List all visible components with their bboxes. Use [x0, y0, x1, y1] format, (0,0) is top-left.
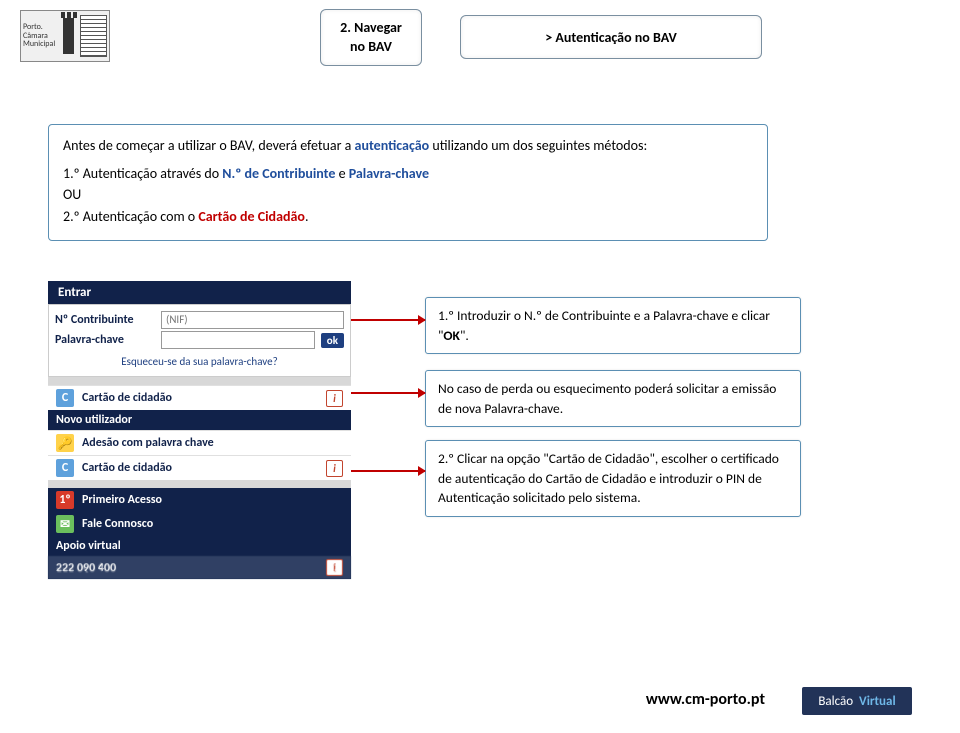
- login-header: Entrar: [48, 281, 351, 304]
- cc-icon-2: C: [56, 459, 74, 477]
- logo-line3: Municipal: [23, 40, 57, 49]
- intro-panel: Antes de começar a utilizar o BAV, dever…: [48, 124, 768, 241]
- balcao-virtual-badge: Balcão Virtual: [802, 687, 912, 715]
- breadcrumb-tag: > Autenticação no BAV: [460, 15, 762, 59]
- ok-button[interactable]: ok: [321, 333, 344, 348]
- info-icon-2[interactable]: i: [326, 460, 343, 477]
- row-novo-utilizador: Novo utilizador: [48, 410, 351, 430]
- intro-opt2: 2.º Autenticação com o Cartão de Cidadão…: [63, 206, 753, 228]
- section-tag: 2. Navegar no BAV: [320, 9, 422, 66]
- login-widget: Entrar Nº Contribuinte (NIF) Palavra-cha…: [48, 281, 351, 602]
- row-apoio-virtual: Apoio virtual: [48, 536, 351, 556]
- callout-forgot: No caso de perda ou esquecimento poderá …: [425, 370, 801, 427]
- option-primeiro-acesso[interactable]: 1º Primeiro Acesso: [48, 488, 351, 512]
- tower-icon: [63, 18, 75, 54]
- callout-step1: 1.º Introduzir o N.º de Contribuinte e a…: [425, 297, 801, 354]
- key-icon: 🔑: [56, 434, 74, 452]
- forgot-link[interactable]: Esqueceu-se da sua palavra-chave?: [55, 351, 344, 370]
- pw-label: Palavra-chave: [55, 333, 155, 347]
- section-tag-l1: 2. Navegar: [340, 19, 402, 37]
- porto-logo: Porto. Câmara Municipal: [20, 10, 110, 62]
- chat-icon: ✉: [56, 515, 74, 533]
- option-adesao-palavra[interactable]: 🔑 Adesão com palavra chave: [48, 430, 351, 455]
- building-icon: [80, 15, 107, 57]
- login-body: Nº Contribuinte (NIF) Palavra-chave ok E…: [48, 304, 351, 377]
- section-tag-l2: no BAV: [340, 38, 402, 56]
- cc-icon: C: [56, 389, 74, 407]
- nif-input[interactable]: (NIF): [161, 311, 344, 329]
- intro-opt1: 1.º Autenticação através do N.º de Contr…: [63, 163, 753, 185]
- option-cartao-cidadao-2[interactable]: C Cartão de cidadão i: [48, 455, 351, 480]
- footer-url: www.cm-porto.pt: [646, 690, 765, 709]
- step1-icon: 1º: [56, 491, 74, 509]
- intro-line1: Antes de começar a utilizar o BAV, dever…: [63, 135, 753, 157]
- nif-label: Nº Contribuinte: [55, 313, 155, 327]
- intro-or: OU: [63, 184, 753, 206]
- pw-input[interactable]: [161, 331, 315, 349]
- option-fale-connosco[interactable]: ✉ Fale Connosco: [48, 512, 351, 536]
- option-cartao-cidadao[interactable]: C Cartão de cidadão i: [48, 385, 351, 410]
- breadcrumb-text: > Autenticação no BAV: [545, 29, 676, 46]
- info-icon[interactable]: i: [326, 390, 343, 407]
- logo-text: Porto. Câmara Municipal: [23, 23, 57, 49]
- callout-step2: 2.º Clicar na opção "Cartão de Cidadão",…: [425, 440, 801, 517]
- reflection: 555 060 ¢00 i: [48, 556, 351, 579]
